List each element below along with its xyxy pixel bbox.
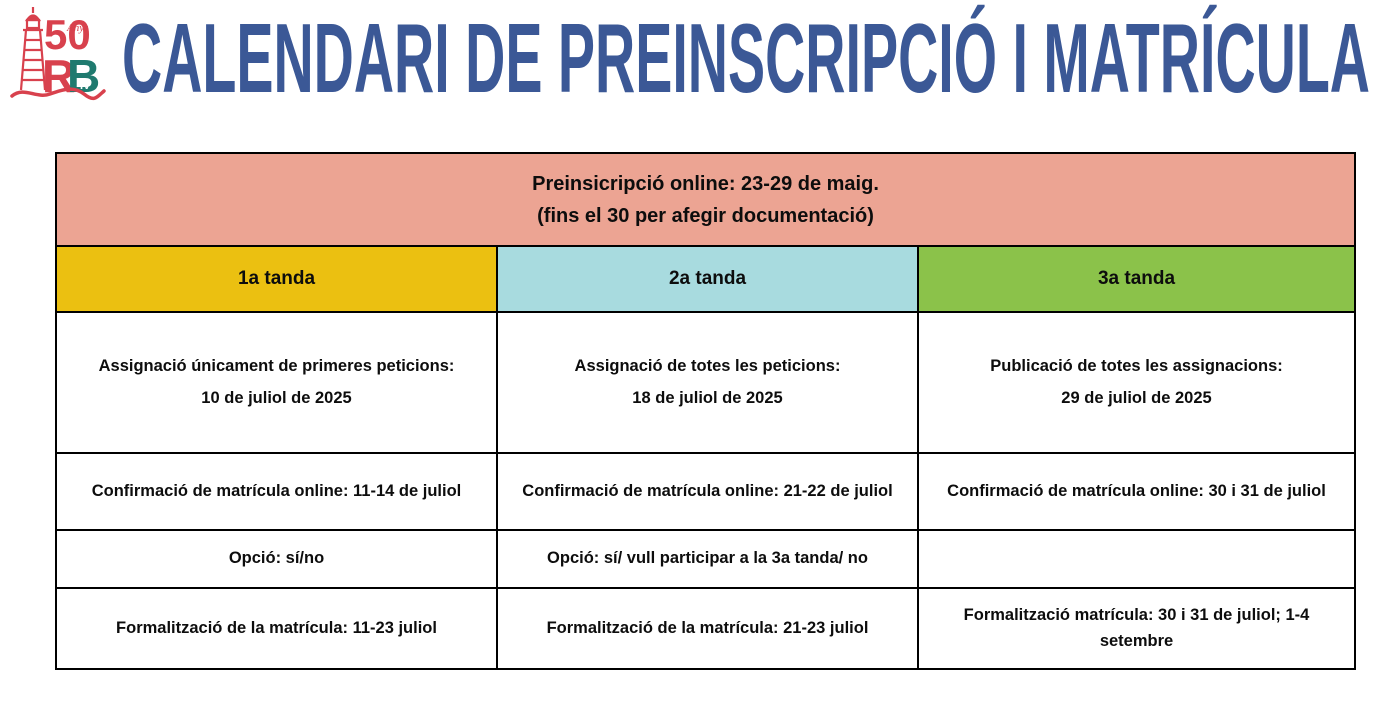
tanda-header-row: 1a tanda 2a tanda 3a tanda (55, 245, 1356, 313)
preinscripcio-banner: Preinsicripció online: 23-29 de maig. (f… (55, 152, 1356, 247)
table-row-confirmacio: Confirmació de matrícula online: 11-14 d… (55, 452, 1356, 531)
page-title-text: CALENDARI DE PREINSCRIPCIÓ I MATRÍCULA (122, 4, 1370, 106)
school-logo: 50 Anys R B IV (10, 7, 106, 102)
cell-formalitzacio-3a: Formalització matrícula: 30 i 31 de juli… (917, 587, 1356, 670)
page-title: CALENDARI DE PREINSCRIPCIÓ I MATRÍCULA (122, 4, 1370, 106)
table-row-assignacio: Assignació únicament de primeres peticio… (55, 311, 1356, 454)
column-header-3a-tanda: 3a tanda (917, 245, 1356, 313)
cell-opcio-1a: Opció: sí/no (55, 529, 498, 589)
logo-wave (10, 87, 106, 101)
table-row-opcio: Opció: sí/no Opció: sí/ vull participar … (55, 529, 1356, 589)
cell-confirmacio-2a: Confirmació de matrícula online: 21-22 d… (496, 452, 919, 531)
table-row-formalitzacio: Formalització de la matrícula: 11-23 jul… (55, 587, 1356, 670)
logo-roman-iv: IV (80, 80, 91, 92)
logo-50-text: 50 (44, 11, 91, 58)
cell-formalitzacio-2a: Formalització de la matrícula: 21-23 jul… (496, 587, 919, 670)
header: 50 Anys R B IV CALENDARI DE PREINSCRIPCI… (10, 4, 1375, 106)
cell-assignacio-3a: Publicació de totes les assignacions: 29… (917, 311, 1356, 454)
banner-line2: (fins el 30 per afegir documentació) (537, 204, 874, 227)
banner-row: Preinsicripció online: 23-29 de maig. (f… (55, 152, 1356, 247)
calendar-table: Preinsicripció online: 23-29 de maig. (f… (55, 152, 1356, 670)
column-header-2a-tanda: 2a tanda (496, 245, 919, 313)
cell-assignacio-1a: Assignació únicament de primeres peticio… (55, 311, 498, 454)
cell-formalitzacio-1a: Formalització de la matrícula: 11-23 jul… (55, 587, 498, 670)
cell-confirmacio-1a: Confirmació de matrícula online: 11-14 d… (55, 452, 498, 531)
column-header-1a-tanda: 1a tanda (55, 245, 498, 313)
cell-confirmacio-3a: Confirmació de matrícula online: 30 i 31… (917, 452, 1356, 531)
lighthouse-icon (19, 7, 47, 91)
banner-line1: Preinsicripció online: 23-29 de maig. (532, 172, 879, 195)
cell-opcio-2a: Opció: sí/ vull participar a la 3a tanda… (496, 529, 919, 589)
cell-assignacio-2a: Assignació de totes les peticions: 18 de… (496, 311, 919, 454)
logo-anys-text: Anys (66, 22, 88, 34)
cell-opcio-3a-empty (917, 529, 1356, 589)
